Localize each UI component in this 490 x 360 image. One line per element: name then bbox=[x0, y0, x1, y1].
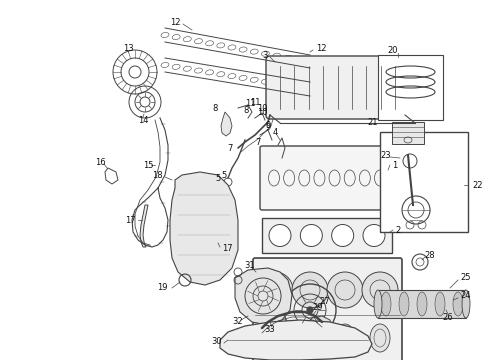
Text: 10: 10 bbox=[257, 108, 267, 117]
Text: 4: 4 bbox=[272, 127, 278, 136]
Text: 7: 7 bbox=[255, 138, 261, 147]
Text: 2: 2 bbox=[395, 225, 400, 234]
Text: 19: 19 bbox=[157, 284, 168, 292]
Text: 31: 31 bbox=[245, 261, 255, 270]
Circle shape bbox=[327, 272, 363, 308]
Polygon shape bbox=[170, 172, 238, 285]
Circle shape bbox=[307, 307, 313, 313]
Bar bbox=[378, 55, 443, 120]
Text: 7: 7 bbox=[227, 144, 233, 153]
Polygon shape bbox=[221, 112, 232, 136]
FancyBboxPatch shape bbox=[253, 258, 402, 360]
Text: 17: 17 bbox=[222, 243, 233, 252]
Bar bbox=[380, 132, 468, 232]
Bar bbox=[262, 218, 392, 253]
Text: 9: 9 bbox=[266, 122, 270, 131]
Ellipse shape bbox=[269, 225, 291, 247]
Ellipse shape bbox=[370, 324, 390, 352]
Text: 28: 28 bbox=[425, 251, 435, 260]
Ellipse shape bbox=[335, 324, 355, 352]
Text: 10: 10 bbox=[257, 104, 267, 113]
Text: 23: 23 bbox=[381, 150, 392, 159]
Text: 20: 20 bbox=[388, 45, 398, 54]
Text: 27: 27 bbox=[319, 297, 330, 306]
Polygon shape bbox=[188, 230, 220, 248]
Text: 5: 5 bbox=[221, 171, 227, 180]
Ellipse shape bbox=[300, 225, 322, 247]
Circle shape bbox=[257, 272, 293, 308]
Text: 30: 30 bbox=[211, 338, 222, 346]
Text: 24: 24 bbox=[460, 292, 470, 301]
Text: 25: 25 bbox=[460, 274, 470, 283]
Ellipse shape bbox=[363, 225, 385, 247]
Ellipse shape bbox=[332, 225, 354, 247]
Ellipse shape bbox=[300, 324, 320, 352]
Ellipse shape bbox=[381, 292, 391, 316]
Circle shape bbox=[362, 272, 398, 308]
Text: 11: 11 bbox=[250, 98, 260, 107]
Text: 18: 18 bbox=[152, 171, 163, 180]
Polygon shape bbox=[235, 268, 292, 325]
Text: 12: 12 bbox=[316, 44, 326, 53]
Ellipse shape bbox=[399, 292, 409, 316]
Text: 8: 8 bbox=[244, 105, 249, 114]
Text: 21: 21 bbox=[368, 117, 378, 126]
Ellipse shape bbox=[462, 290, 470, 318]
Polygon shape bbox=[305, 316, 332, 340]
Text: 29: 29 bbox=[313, 303, 323, 312]
Text: 22: 22 bbox=[472, 180, 483, 189]
Text: 8: 8 bbox=[212, 104, 218, 113]
Bar bbox=[392, 122, 424, 144]
Text: 26: 26 bbox=[442, 314, 453, 323]
Polygon shape bbox=[220, 320, 372, 360]
Text: 3: 3 bbox=[263, 50, 268, 59]
Ellipse shape bbox=[453, 292, 463, 316]
Text: 32: 32 bbox=[233, 318, 244, 327]
Text: 1: 1 bbox=[392, 161, 397, 170]
Text: 9: 9 bbox=[266, 121, 270, 130]
Ellipse shape bbox=[265, 324, 285, 352]
Ellipse shape bbox=[374, 290, 382, 318]
Text: 17: 17 bbox=[125, 216, 136, 225]
Text: 16: 16 bbox=[95, 158, 105, 166]
Text: 12: 12 bbox=[170, 18, 180, 27]
Bar bbox=[378, 290, 466, 318]
Text: 5: 5 bbox=[216, 174, 220, 183]
Ellipse shape bbox=[417, 292, 427, 316]
FancyBboxPatch shape bbox=[266, 56, 409, 119]
Text: 14: 14 bbox=[138, 116, 148, 125]
Ellipse shape bbox=[435, 292, 445, 316]
Text: 13: 13 bbox=[122, 44, 133, 53]
FancyBboxPatch shape bbox=[260, 146, 394, 210]
Circle shape bbox=[292, 272, 328, 308]
Text: 15: 15 bbox=[143, 161, 153, 170]
Text: 33: 33 bbox=[265, 325, 275, 334]
Text: 11: 11 bbox=[245, 99, 255, 108]
Polygon shape bbox=[140, 205, 148, 247]
